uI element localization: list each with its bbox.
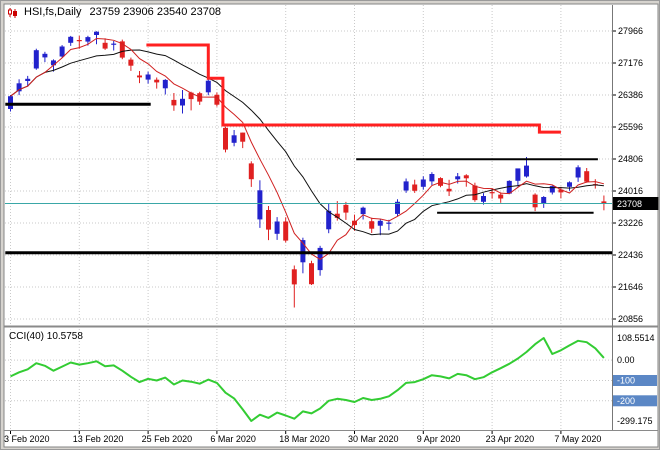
main-plot-area[interactable] bbox=[5, 5, 612, 326]
svg-text:108.5514: 108.5514 bbox=[617, 333, 655, 343]
svg-text:25 Feb 2020: 25 Feb 2020 bbox=[142, 434, 193, 444]
cci-plot-area[interactable] bbox=[5, 328, 612, 429]
chart-header: HSI,fs,Daily 23759 23906 23540 23708 bbox=[7, 6, 221, 18]
svg-text:18 Mar 2020: 18 Mar 2020 bbox=[279, 434, 330, 444]
svg-text:6 Mar 2020: 6 Mar 2020 bbox=[210, 434, 256, 444]
cci-axis-labels: 108.5514 0.00 -100 -200 -299.175 bbox=[613, 333, 657, 426]
svg-text:22436: 22436 bbox=[618, 250, 643, 260]
svg-text:24806: 24806 bbox=[618, 154, 643, 164]
time-gridlines bbox=[10, 5, 562, 434]
svg-text:3 Feb 2020: 3 Feb 2020 bbox=[4, 434, 50, 444]
indicator-label: CCI(40) 10.5758 bbox=[9, 331, 83, 342]
svg-text:24016: 24016 bbox=[618, 186, 643, 196]
chart-title: HSI,fs,Daily 23759 23906 23540 23708 bbox=[24, 6, 221, 18]
black-trendlines[interactable] bbox=[5, 102, 612, 255]
red-resistance-line[interactable] bbox=[146, 43, 561, 134]
ohlc-values: 23759 23906 23540 23708 bbox=[89, 6, 222, 18]
svg-text:26386: 26386 bbox=[618, 90, 643, 100]
svg-text:-200: -200 bbox=[617, 396, 635, 406]
ma-fast-line bbox=[10, 37, 605, 260]
svg-text:27176: 27176 bbox=[618, 58, 643, 68]
svg-text:23708: 23708 bbox=[617, 199, 642, 209]
svg-text:25596: 25596 bbox=[618, 122, 643, 132]
svg-text:20856: 20856 bbox=[618, 314, 643, 324]
ma-slow-line bbox=[10, 49, 604, 236]
svg-text:30 Mar 2020: 30 Mar 2020 bbox=[348, 434, 399, 444]
price-axis[interactable] bbox=[613, 5, 658, 430]
svg-text:27966: 27966 bbox=[618, 26, 643, 36]
candlestick-series bbox=[8, 31, 607, 308]
cci-level-lines bbox=[5, 359, 612, 402]
time-axis[interactable] bbox=[5, 431, 612, 446]
svg-text:-299.175: -299.175 bbox=[617, 416, 653, 426]
cci-line bbox=[10, 337, 605, 422]
symbol-label: HSI,fs,Daily bbox=[24, 6, 82, 18]
price-gridlines: 27966 27176 26386 25596 24806 24016 23226 22436… bbox=[5, 26, 643, 324]
current-price-tag bbox=[612, 197, 659, 210]
svg-text:13 Feb 2020: 13 Feb 2020 bbox=[73, 434, 124, 444]
svg-text:7 May 2020: 7 May 2020 bbox=[554, 434, 601, 444]
svg-text:0.00: 0.00 bbox=[617, 355, 635, 365]
svg-text:9 Apr 2020: 9 Apr 2020 bbox=[417, 434, 461, 444]
symbol-chart-icon bbox=[7, 6, 19, 18]
svg-text:-100: -100 bbox=[617, 376, 635, 386]
svg-text:21646: 21646 bbox=[618, 282, 643, 292]
time-axis-labels: 3 Feb 2020 13 Feb 2020 25 Feb 2020 6 Mar 20… bbox=[4, 434, 601, 444]
svg-text:23226: 23226 bbox=[618, 218, 643, 228]
svg-text:23 Apr 2020: 23 Apr 2020 bbox=[486, 434, 535, 444]
